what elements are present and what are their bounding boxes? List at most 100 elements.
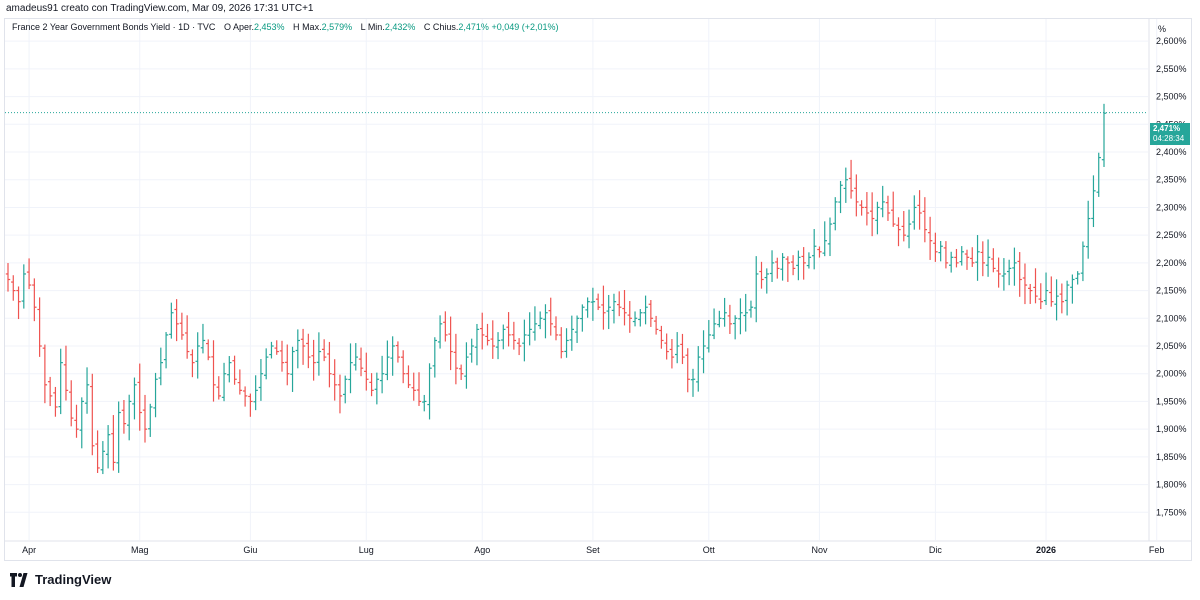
ohlc-bar <box>912 195 917 230</box>
ohlc-bar <box>617 291 622 317</box>
ohlc-bar <box>74 404 79 438</box>
ohlc-bar <box>163 332 169 369</box>
y-tick-label: 1,850% <box>1156 452 1187 462</box>
ohlc-bar <box>611 293 617 324</box>
ohlc-bar <box>606 294 611 330</box>
ohlc-bar <box>279 340 285 372</box>
ohlc-bar <box>822 221 827 257</box>
ohlc-bar <box>385 340 390 381</box>
ohlc-bar <box>532 306 538 341</box>
ohlc-bar <box>1033 268 1038 304</box>
ohlc-bar <box>1054 279 1059 321</box>
ohlc-bar <box>759 261 764 289</box>
ohlc-bar <box>332 359 337 401</box>
y-tick-label: 2,200% <box>1156 258 1187 268</box>
y-tick-label: 2,350% <box>1156 175 1187 185</box>
ohlc-bar <box>954 248 959 268</box>
ohlc-bar <box>732 315 738 340</box>
ohlc-bar <box>227 356 232 383</box>
ohlc-bar <box>263 348 269 380</box>
ohlc-bar <box>253 375 258 411</box>
ohlc-bar <box>506 312 511 347</box>
ohlc-bar <box>232 355 237 385</box>
ohlc-bar <box>501 324 506 350</box>
ohlc-bar <box>195 332 200 379</box>
ohlc-bar <box>69 380 74 427</box>
ohlc-bar <box>21 264 27 309</box>
y-tick-label: 2,500% <box>1156 92 1187 102</box>
ohlc-bar <box>416 372 422 406</box>
ohlc-bar <box>464 342 469 389</box>
ohlc-bar <box>564 328 569 358</box>
ohlc-bar <box>901 210 906 242</box>
ohlc-bar <box>32 278 37 322</box>
ohlc-bar <box>469 338 474 363</box>
ohlc-bar <box>221 362 227 402</box>
ohlc-bar <box>100 441 106 475</box>
ohlc-bar <box>1075 271 1080 285</box>
y-tick-label: 2,550% <box>1156 64 1187 74</box>
last-price-badge: 2,471% 04:28:34 <box>1150 123 1190 145</box>
ohlc-bar <box>411 372 416 401</box>
ohlc-bar <box>980 241 986 277</box>
ohlc-bar <box>111 415 116 471</box>
x-tick-label: Ott <box>703 545 716 555</box>
ohlc-bar <box>53 386 58 417</box>
ohlc-bar <box>206 339 211 361</box>
ohlc-bar <box>348 343 353 394</box>
ohlc-bar <box>16 286 21 320</box>
legend-change: +0,049 (+2,01%) <box>491 22 559 32</box>
ohlc-bar <box>1001 258 1007 291</box>
y-tick-label: 2,400% <box>1156 147 1187 157</box>
ohlc-bar <box>443 311 448 342</box>
y-tick-label: 2,150% <box>1156 286 1187 296</box>
ohlc-bar <box>184 315 190 359</box>
brand-logo[interactable]: TradingView <box>8 572 111 587</box>
ohlc-bar <box>79 397 84 449</box>
ohlc-bar <box>806 252 812 269</box>
ohlc-bar <box>854 174 859 217</box>
legend-high-value: 2,579% <box>321 22 353 32</box>
ohlc-bar <box>996 257 1001 288</box>
ohlc-bar <box>548 297 553 336</box>
ohlc-bar <box>485 323 490 346</box>
ohlc-bar <box>47 376 53 407</box>
ohlc-bar <box>511 321 517 350</box>
price-bars <box>5 103 1107 475</box>
ohlc-bar <box>437 315 443 349</box>
x-tick-label: Giu <box>243 545 257 555</box>
ohlc-bar <box>95 430 100 473</box>
legend-close-label: Chius. <box>432 22 459 32</box>
y-tick-label: 1,950% <box>1156 396 1187 406</box>
ohlc-bar <box>669 339 675 369</box>
chart-frame[interactable] <box>4 18 1192 561</box>
ohlc-bar <box>938 241 943 262</box>
ohlc-bar <box>917 190 922 230</box>
ohlc-bar <box>137 363 142 431</box>
legend-high-key: H <box>293 22 300 32</box>
ohlc-bar <box>674 332 680 364</box>
ohlc-bar <box>374 372 380 405</box>
ohlc-bar <box>775 257 780 279</box>
ohlc-bar <box>1091 175 1096 228</box>
y-tick-label: 1,800% <box>1156 480 1187 490</box>
ohlc-bar <box>116 401 121 473</box>
ohlc-bar <box>105 425 111 469</box>
ohlc-bar <box>622 290 627 326</box>
ohlc-bar <box>321 339 327 362</box>
ohlc-bar <box>190 349 195 378</box>
tradingview-logo-icon <box>10 572 28 587</box>
ohlc-bar <box>701 330 706 374</box>
ohlc-bar <box>859 200 864 216</box>
ohlc-bar <box>216 376 221 400</box>
brand-name: TradingView <box>35 572 112 587</box>
ohlc-bar <box>11 275 16 301</box>
ohlc-bar <box>395 341 401 363</box>
x-tick-label: 2026 <box>1036 545 1056 555</box>
legend-open-value: 2,453% <box>254 22 285 32</box>
ohlc-bar <box>764 268 769 294</box>
ohlc-bar <box>1085 200 1091 259</box>
y-tick-label: 2,600% <box>1156 36 1187 46</box>
ohlc-bar <box>121 400 127 434</box>
